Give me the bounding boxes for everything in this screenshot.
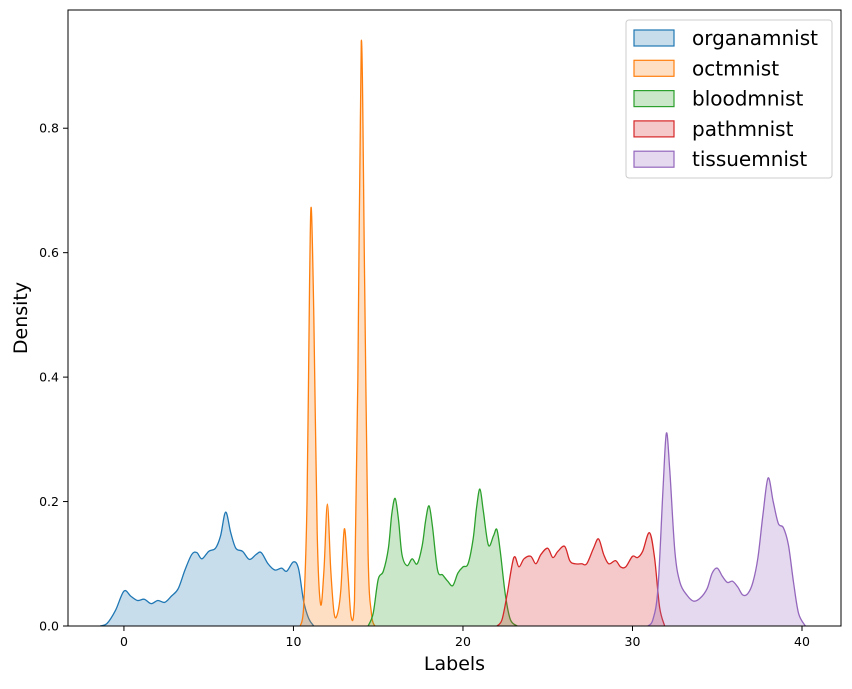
legend-swatch — [633, 59, 675, 77]
legend-item-pathmnist: pathmnist — [633, 117, 794, 141]
y-tick-label: 0.2 — [39, 494, 59, 509]
density-line-tissuemnist — [647, 432, 806, 626]
series-layer — [99, 39, 806, 626]
series-organamnist — [99, 511, 315, 626]
legend-box — [625, 19, 833, 179]
density-area-organamnist — [100, 512, 314, 626]
density-area-bloodmnist — [368, 489, 518, 626]
legend: organamnist octmnist bloodmnist pathmnist ti… — [625, 19, 833, 179]
legend-label: pathmnist — [692, 117, 794, 141]
x-tick-label: 40 — [794, 634, 810, 649]
series-bloodmnist — [367, 488, 518, 626]
y-axis-label: Density — [10, 282, 32, 354]
y-tick-label: 0.6 — [39, 245, 59, 260]
axes-layer: 0 10 20 30 40 0.0 0.2 0.4 0.6 0.8 Labels Density — [10, 9, 842, 675]
x-tick-label: 30 — [625, 634, 641, 649]
density-line-organamnist — [99, 511, 315, 626]
series-pathmnist — [496, 532, 666, 626]
x-tick-label: 20 — [455, 634, 471, 649]
legend-item-tissuemnist: tissuemnist — [633, 147, 807, 171]
density-line-octmnist — [299, 39, 376, 626]
legend-item-octmnist: octmnist — [633, 56, 779, 80]
y-tick-label: 0.8 — [39, 121, 59, 136]
legend-label: tissuemnist — [692, 147, 807, 171]
legend-swatch — [633, 89, 675, 108]
y-tick-label: 0.4 — [39, 370, 59, 385]
series-tissuemnist — [647, 432, 806, 626]
plot-frame — [67, 9, 842, 627]
legend-item-bloodmnist: bloodmnist — [633, 87, 804, 111]
density-area-octmnist — [300, 40, 375, 626]
y-tick-label: 0.0 — [39, 619, 59, 634]
density-area-tissuemnist — [647, 432, 806, 626]
x-tick-label: 10 — [286, 634, 302, 649]
legend-item-organamnist: organamnist — [633, 26, 818, 50]
legend-label: bloodmnist — [692, 87, 804, 111]
x-tick-label: 0 — [120, 634, 128, 649]
density-line-pathmnist — [496, 532, 666, 626]
density-line-bloodmnist — [367, 488, 518, 626]
series-octmnist — [299, 39, 376, 626]
x-axis-label: Labels — [424, 653, 485, 675]
legend-swatch — [633, 120, 675, 138]
legend-label: organamnist — [692, 26, 818, 50]
legend-label: octmnist — [692, 56, 779, 80]
legend-swatch — [633, 29, 675, 47]
density-area-pathmnist — [496, 532, 665, 626]
legend-swatch — [633, 150, 675, 168]
